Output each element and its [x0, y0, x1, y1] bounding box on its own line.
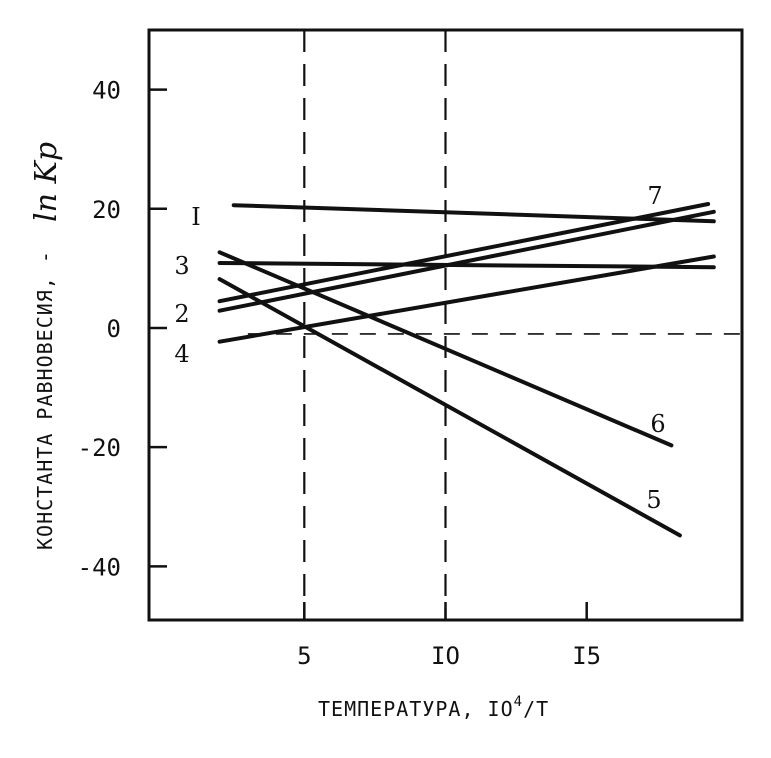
y-tick-label: -40: [78, 553, 121, 581]
series-label-6: 6: [650, 410, 665, 438]
x-axis-title-superscript: 4: [514, 694, 523, 710]
x-tick-label: I5: [572, 642, 601, 670]
series-line-2: [217, 209, 716, 313]
x-axis-title: ТЕМПЕРАТУРА, IO4/T: [318, 694, 549, 721]
y-axis-title-group: КОНСТАНТА РАВНОВЕСИЯ, - ln Kp: [29, 142, 64, 550]
series-label-4: 4: [174, 340, 189, 368]
x-tick-label: IO: [431, 642, 460, 670]
series-line-7: [217, 202, 711, 304]
plot-area: 40 20 0 -20 -40 5 IO I5 I 2 3 4 5 6 7: [78, 28, 744, 670]
series-label-5: 5: [646, 486, 661, 514]
series-line-5: [217, 277, 682, 538]
series-line-3: [217, 261, 716, 270]
y-tick-label: 20: [92, 196, 121, 224]
series-label-3: 3: [174, 252, 189, 280]
y-axis-title: КОНСТАНТА РАВНОВЕСИЯ, -: [33, 250, 57, 550]
y-axis-title-symbol: ln Kp: [29, 142, 64, 222]
series-line-4: [217, 254, 716, 344]
series-label-I: I: [191, 203, 200, 231]
series-label-2: 2: [174, 300, 189, 328]
y-tick-label: 0: [107, 315, 121, 343]
series-label-7: 7: [647, 182, 662, 210]
y-tick-label: -20: [78, 434, 121, 462]
x-tick-label: 5: [297, 642, 311, 670]
y-tick-label: 40: [92, 77, 121, 105]
